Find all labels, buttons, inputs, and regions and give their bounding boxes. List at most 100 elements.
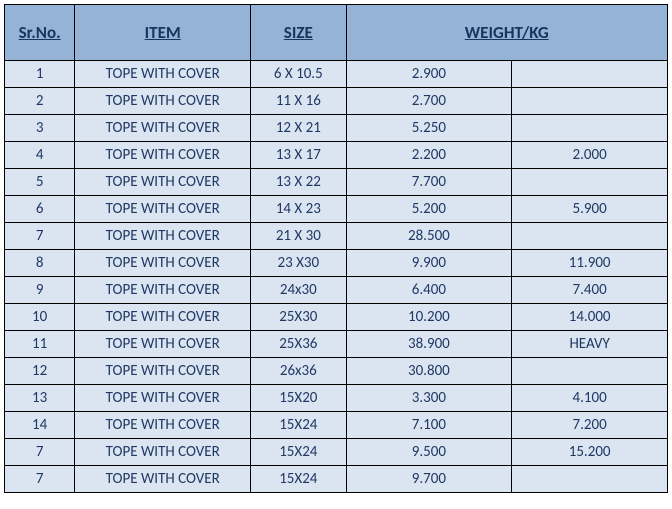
cell-sr: 11 bbox=[5, 331, 75, 358]
weight-table: Sr.No. ITEM SIZE WEIGHT/KG 1TOPE WITH CO… bbox=[4, 4, 668, 493]
table-row: 14TOPE WITH COVER15X247.1007.200 bbox=[5, 412, 668, 439]
cell-sr: 6 bbox=[5, 196, 75, 223]
cell-sr: 2 bbox=[5, 88, 75, 115]
table-row: 12TOPE WITH COVER26x3630.800 bbox=[5, 358, 668, 385]
cell-sr: 1 bbox=[5, 61, 75, 88]
table-row: 6TOPE WITH COVER14 X 235.2005.900 bbox=[5, 196, 668, 223]
cell-sr: 9 bbox=[5, 277, 75, 304]
cell-item: TOPE WITH COVER bbox=[75, 196, 251, 223]
table-row: 13TOPE WITH COVER15X203.3004.100 bbox=[5, 385, 668, 412]
table-row: 5TOPE WITH COVER13 X 227.700 bbox=[5, 169, 668, 196]
table-row: 1TOPE WITH COVER6 X 10.52.900 bbox=[5, 61, 668, 88]
cell-item: TOPE WITH COVER bbox=[75, 385, 251, 412]
header-size: SIZE bbox=[251, 5, 346, 61]
cell-w2 bbox=[512, 466, 668, 493]
table-row: 4TOPE WITH COVER13 X 172.2002.000 bbox=[5, 142, 668, 169]
cell-w2: 2.000 bbox=[512, 142, 668, 169]
cell-w1: 5.250 bbox=[346, 115, 512, 142]
cell-item: TOPE WITH COVER bbox=[75, 331, 251, 358]
cell-size: 6 X 10.5 bbox=[251, 61, 346, 88]
header-sr: Sr.No. bbox=[5, 5, 75, 61]
table-row: 7TOPE WITH COVER15X249.700 bbox=[5, 466, 668, 493]
cell-item: TOPE WITH COVER bbox=[75, 439, 251, 466]
cell-item: TOPE WITH COVER bbox=[75, 61, 251, 88]
cell-w1: 6.400 bbox=[346, 277, 512, 304]
cell-item: TOPE WITH COVER bbox=[75, 304, 251, 331]
cell-w2: 4.100 bbox=[512, 385, 668, 412]
table-row: 2TOPE WITH COVER11 X 162.700 bbox=[5, 88, 668, 115]
table-body: 1TOPE WITH COVER6 X 10.52.9002TOPE WITH … bbox=[5, 61, 668, 493]
cell-w2 bbox=[512, 169, 668, 196]
table-row: 7TOPE WITH COVER21 X 3028.500 bbox=[5, 223, 668, 250]
cell-size: 15X20 bbox=[251, 385, 346, 412]
cell-size: 13 X 22 bbox=[251, 169, 346, 196]
cell-sr: 5 bbox=[5, 169, 75, 196]
cell-sr: 8 bbox=[5, 250, 75, 277]
cell-size: 11 X 16 bbox=[251, 88, 346, 115]
table-row: 11TOPE WITH COVER25X3638.900HEAVY bbox=[5, 331, 668, 358]
cell-w2: 5.900 bbox=[512, 196, 668, 223]
header-item: ITEM bbox=[75, 5, 251, 61]
cell-size: 14 X 23 bbox=[251, 196, 346, 223]
cell-w1: 9.700 bbox=[346, 466, 512, 493]
cell-w2: 15.200 bbox=[512, 439, 668, 466]
cell-size: 23 X30 bbox=[251, 250, 346, 277]
cell-sr: 10 bbox=[5, 304, 75, 331]
cell-item: TOPE WITH COVER bbox=[75, 412, 251, 439]
table-header: Sr.No. ITEM SIZE WEIGHT/KG bbox=[5, 5, 668, 61]
cell-w1: 3.300 bbox=[346, 385, 512, 412]
cell-w1: 10.200 bbox=[346, 304, 512, 331]
cell-size: 24x30 bbox=[251, 277, 346, 304]
cell-w1: 30.800 bbox=[346, 358, 512, 385]
cell-w2 bbox=[512, 88, 668, 115]
cell-size: 26x36 bbox=[251, 358, 346, 385]
cell-size: 13 X 17 bbox=[251, 142, 346, 169]
cell-item: TOPE WITH COVER bbox=[75, 169, 251, 196]
cell-item: TOPE WITH COVER bbox=[75, 142, 251, 169]
cell-size: 15X24 bbox=[251, 412, 346, 439]
cell-size: 12 X 21 bbox=[251, 115, 346, 142]
cell-w2: 7.200 bbox=[512, 412, 668, 439]
header-weight: WEIGHT/KG bbox=[346, 5, 667, 61]
cell-item: TOPE WITH COVER bbox=[75, 466, 251, 493]
cell-size: 15X24 bbox=[251, 439, 346, 466]
cell-w2 bbox=[512, 115, 668, 142]
cell-size: 25X36 bbox=[251, 331, 346, 358]
cell-item: TOPE WITH COVER bbox=[75, 223, 251, 250]
cell-w2: 14.000 bbox=[512, 304, 668, 331]
cell-w1: 7.100 bbox=[346, 412, 512, 439]
cell-item: TOPE WITH COVER bbox=[75, 277, 251, 304]
table-row: 7TOPE WITH COVER15X249.50015.200 bbox=[5, 439, 668, 466]
cell-sr: 7 bbox=[5, 466, 75, 493]
cell-w1: 28.500 bbox=[346, 223, 512, 250]
cell-w1: 9.500 bbox=[346, 439, 512, 466]
cell-sr: 7 bbox=[5, 223, 75, 250]
table-row: 3TOPE WITH COVER12 X 215.250 bbox=[5, 115, 668, 142]
cell-w1: 38.900 bbox=[346, 331, 512, 358]
cell-w2 bbox=[512, 223, 668, 250]
cell-w2: 11.900 bbox=[512, 250, 668, 277]
cell-sr: 7 bbox=[5, 439, 75, 466]
cell-w1: 2.700 bbox=[346, 88, 512, 115]
cell-item: TOPE WITH COVER bbox=[75, 358, 251, 385]
cell-w1: 5.200 bbox=[346, 196, 512, 223]
cell-w2 bbox=[512, 61, 668, 88]
cell-sr: 4 bbox=[5, 142, 75, 169]
cell-w1: 2.200 bbox=[346, 142, 512, 169]
cell-w1: 9.900 bbox=[346, 250, 512, 277]
cell-w2: 7.400 bbox=[512, 277, 668, 304]
cell-sr: 13 bbox=[5, 385, 75, 412]
cell-w2 bbox=[512, 358, 668, 385]
cell-size: 21 X 30 bbox=[251, 223, 346, 250]
cell-size: 15X24 bbox=[251, 466, 346, 493]
cell-sr: 14 bbox=[5, 412, 75, 439]
table-row: 8TOPE WITH COVER23 X309.90011.900 bbox=[5, 250, 668, 277]
table-row: 10TOPE WITH COVER25X3010.20014.000 bbox=[5, 304, 668, 331]
cell-item: TOPE WITH COVER bbox=[75, 250, 251, 277]
cell-w1: 2.900 bbox=[346, 61, 512, 88]
table-row: 9TOPE WITH COVER24x306.4007.400 bbox=[5, 277, 668, 304]
cell-sr: 3 bbox=[5, 115, 75, 142]
cell-size: 25X30 bbox=[251, 304, 346, 331]
cell-item: TOPE WITH COVER bbox=[75, 115, 251, 142]
cell-sr: 12 bbox=[5, 358, 75, 385]
